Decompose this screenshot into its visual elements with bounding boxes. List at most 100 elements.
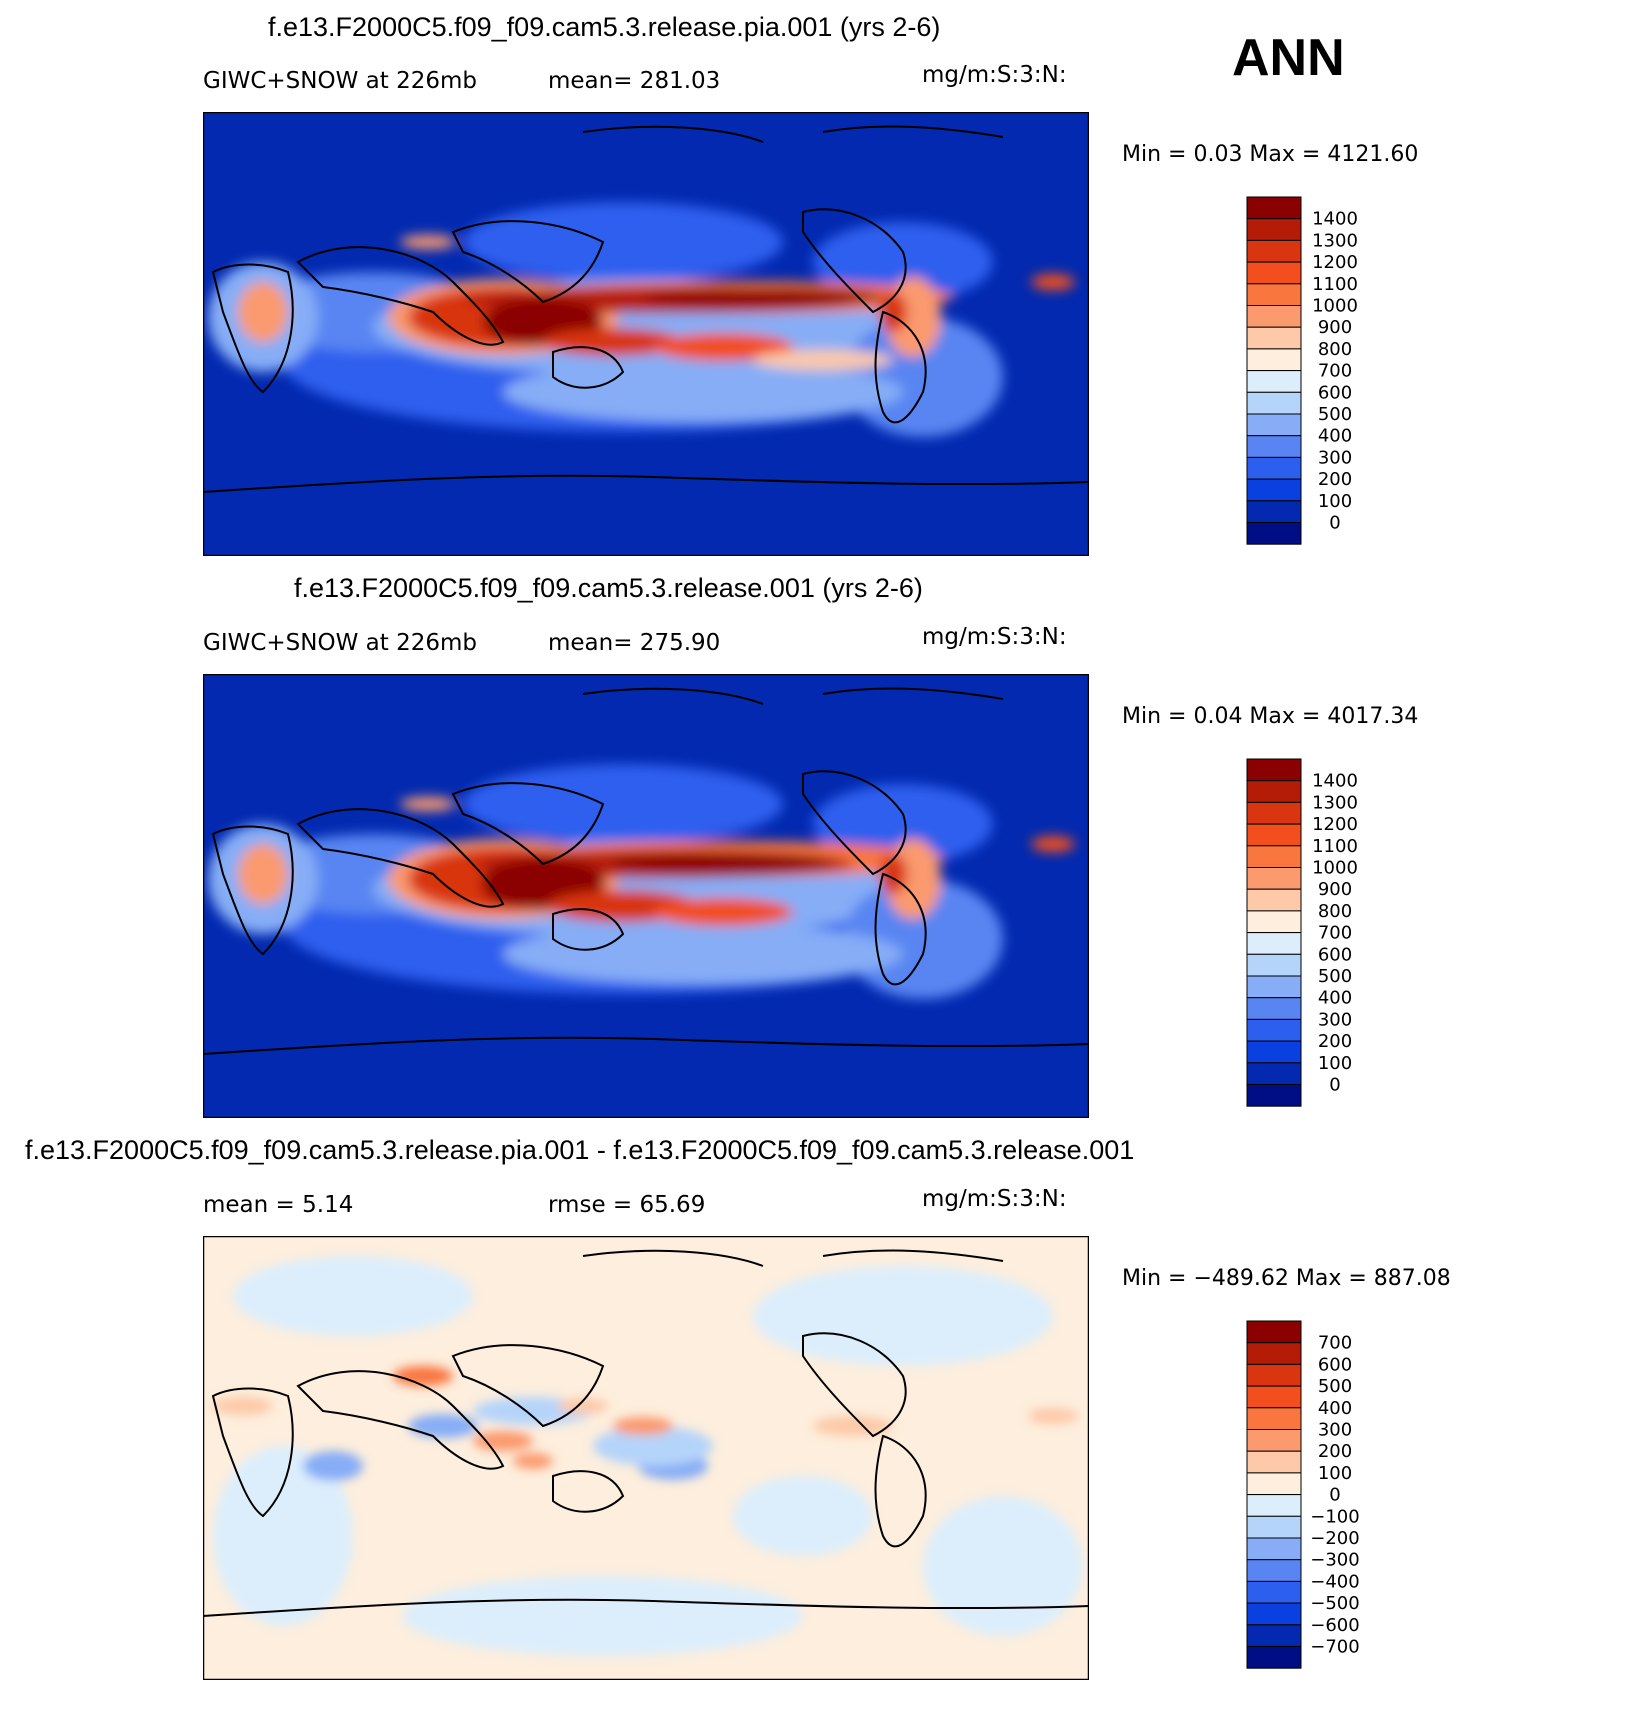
- colorbar-tick-label: −100: [1310, 1506, 1359, 1527]
- colorbar-swatch: [1246, 435, 1302, 458]
- colorbar-tick-label: 600: [1318, 382, 1352, 403]
- colorbar-swatch: [1246, 283, 1302, 307]
- colorbar-swatch: [1246, 1342, 1302, 1365]
- colorbar-swatch: [1246, 1646, 1302, 1669]
- colorbar-swatch: [1246, 456, 1302, 480]
- colorbar-swatch: [1246, 261, 1302, 285]
- colorbar-tick-label: 900: [1318, 879, 1352, 900]
- colorbar-swatch: [1246, 1580, 1302, 1604]
- colorbar-swatch: [1246, 326, 1302, 350]
- colorbar-swatch: [1246, 845, 1302, 869]
- colorbar-tick-label: 1100: [1312, 836, 1358, 857]
- colorbar-tick-label: 100: [1318, 1463, 1352, 1484]
- colorbar-tick-label: −700: [1310, 1637, 1359, 1658]
- colorbar-swatch: [1246, 1062, 1302, 1085]
- panel2-field: [208, 764, 1075, 999]
- panel3-rmse-label: rmse = 65.69: [548, 1192, 706, 1218]
- colorbar-swatch: [1246, 1515, 1302, 1539]
- colorbar-swatch: [1246, 910, 1302, 934]
- colorbar-tick-label: −300: [1310, 1550, 1359, 1571]
- colorbar-tick-label: 500: [1318, 1376, 1352, 1397]
- colorbar-swatch: [1246, 1450, 1302, 1474]
- colorbar-swatch: [1246, 997, 1302, 1020]
- colorbar-swatch: [1246, 867, 1302, 890]
- panel1-units-label: mg/m:S:3:N:: [922, 62, 1067, 88]
- panel3-coastlines: [203, 1249, 1089, 1617]
- colorbar-swatch: [1246, 953, 1302, 977]
- colorbar-swatch: [1246, 975, 1302, 999]
- colorbar-swatch: [1246, 888, 1302, 912]
- colorbar-swatch: [1246, 391, 1302, 415]
- panel2-frame: [203, 674, 1089, 1118]
- colorbar-tick-label: 200: [1318, 1441, 1352, 1462]
- colorbar-tick-label: 0: [1329, 1075, 1340, 1096]
- panel1-title: f.e13.F2000C5.f09_f09.cam5.3.release.pia…: [268, 12, 941, 42]
- panel1-frame: [203, 112, 1089, 556]
- panel1-minmax: Min = 0.03 Max = 4121.60: [1122, 142, 1419, 167]
- colorbar-swatch: [1246, 1018, 1302, 1042]
- colorbar-swatch: [1246, 218, 1302, 241]
- colorbar-swatch: [1246, 823, 1302, 847]
- colorbar-swatch: [1246, 780, 1302, 803]
- colorbar-swatch: [1246, 1084, 1302, 1107]
- colorbar-tick-label: 200: [1318, 1031, 1352, 1052]
- panel2-title: f.e13.F2000C5.f09_f09.cam5.3.release.001…: [294, 573, 923, 603]
- colorbar-swatch: [1246, 1494, 1302, 1517]
- panel2-variable-label: GIWC+SNOW at 226mb: [203, 630, 477, 656]
- panel3-field: [213, 1256, 1083, 1656]
- colorbar-tick-label: 700: [1318, 361, 1352, 382]
- colorbar-swatch: [1246, 1472, 1302, 1496]
- colorbar-tick-label: 700: [1318, 923, 1352, 944]
- colorbar-tick-label: 1000: [1312, 296, 1358, 317]
- colorbar-tick-label: 1400: [1312, 209, 1358, 230]
- colorbar-tick-label: 0: [1329, 1485, 1340, 1506]
- colorbar-swatch: [1246, 478, 1302, 502]
- colorbar-swatch: [1246, 758, 1302, 782]
- colorbar-tick-label: 600: [1318, 944, 1352, 965]
- panel2-map: [203, 674, 1089, 1118]
- colorbar-swatch: [1246, 1537, 1302, 1561]
- colorbar-tick-label: −400: [1310, 1571, 1359, 1592]
- colorbar-swatch: [1246, 1320, 1302, 1344]
- colorbar-tick-label: 1200: [1312, 252, 1358, 273]
- colorbar-swatch: [1246, 413, 1302, 437]
- colorbar-swatch: [1246, 196, 1302, 220]
- colorbar-tick-label: 1300: [1312, 230, 1358, 251]
- colorbar-tick-label: 100: [1318, 491, 1352, 512]
- colorbar-swatch: [1246, 932, 1302, 955]
- colorbar-tick-label: 800: [1318, 339, 1352, 360]
- colorbar-tick-label: 700: [1318, 1333, 1352, 1354]
- panel2-coastlines: [203, 687, 1089, 1055]
- panel3-minmax: Min = −489.62 Max = 887.08: [1122, 1266, 1451, 1291]
- colorbar-swatch: [1246, 239, 1302, 263]
- colorbar-swatch: [1246, 1429, 1302, 1452]
- panel3-title: f.e13.F2000C5.f09_f09.cam5.3.release.pia…: [25, 1135, 1135, 1165]
- colorbar-swatch: [1246, 1559, 1302, 1582]
- panel2-units-label: mg/m:S:3:N:: [922, 624, 1067, 650]
- panel3-colorbar: 7006005004003002001000−100−200−300−400−5…: [1246, 1320, 1360, 1669]
- colorbar-tick-label: 800: [1318, 901, 1352, 922]
- colorbar-swatch: [1246, 1624, 1302, 1647]
- panel3-units-label: mg/m:S:3:N:: [922, 1186, 1067, 1212]
- panel1-coastlines: [203, 125, 1089, 493]
- colorbar-tick-label: −200: [1310, 1528, 1359, 1549]
- colorbar-tick-label: 200: [1318, 469, 1352, 490]
- colorbar-tick-label: 1200: [1312, 814, 1358, 835]
- panel3-frame: [203, 1236, 1089, 1680]
- panel2-minmax: Min = 0.04 Max = 4017.34: [1122, 704, 1419, 729]
- colorbar-swatch: [1246, 500, 1302, 523]
- colorbar-swatch: [1246, 370, 1302, 393]
- colorbar-tick-label: 100: [1318, 1053, 1352, 1074]
- colorbar-swatch: [1246, 1385, 1302, 1409]
- colorbar-tick-label: 0: [1329, 513, 1340, 534]
- colorbar-tick-label: 300: [1318, 1420, 1352, 1441]
- colorbar-swatch: [1246, 1363, 1302, 1387]
- colorbar-tick-label: 300: [1318, 447, 1352, 468]
- colorbar-tick-label: −600: [1310, 1615, 1359, 1636]
- panel3-mean-label: mean = 5.14: [203, 1192, 354, 1218]
- colorbar-tick-label: −500: [1310, 1593, 1359, 1614]
- season-label: ANN: [1232, 29, 1345, 87]
- colorbar-tick-label: 400: [1318, 426, 1352, 447]
- colorbar-tick-label: 1400: [1312, 771, 1358, 792]
- colorbar-swatch: [1246, 348, 1302, 372]
